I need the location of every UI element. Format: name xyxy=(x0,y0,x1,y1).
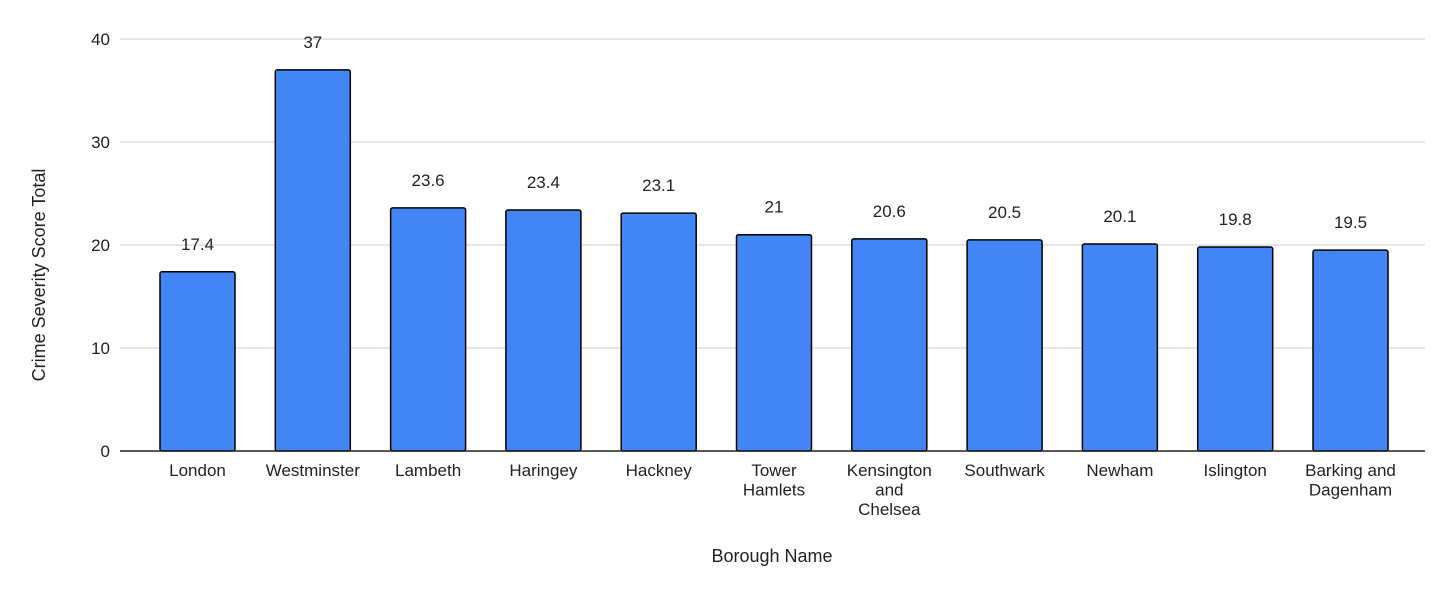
x-tick-label: Lambeth xyxy=(395,461,461,480)
data-label: 19.5 xyxy=(1334,213,1367,232)
x-tick-label: Islington xyxy=(1204,461,1267,480)
x-tick-label: Barking and Dagenham xyxy=(1305,461,1396,500)
y-axis-title: Crime Severity Score Total xyxy=(29,169,49,382)
data-label: 17.4 xyxy=(181,235,214,254)
data-labels: 17.4 37 23.6 23.4 23.1 21 20.6 20.5 20.1 19.8 19.5 xyxy=(181,33,1367,254)
bar xyxy=(1196,246,1274,452)
data-label: 20.5 xyxy=(988,203,1021,222)
bar xyxy=(620,212,697,452)
bar xyxy=(966,239,1043,452)
bars xyxy=(159,69,1389,452)
x-tick-label: Westminster xyxy=(266,461,360,480)
y-tick-label: 40 xyxy=(91,30,110,49)
y-tick-label: 20 xyxy=(91,236,110,255)
bar xyxy=(1312,249,1389,452)
data-label: 20.6 xyxy=(873,202,906,221)
x-tick-label: London xyxy=(169,461,226,480)
bar xyxy=(389,207,467,452)
bar xyxy=(159,271,236,452)
x-axis-title: Borough Name xyxy=(711,546,832,566)
data-label: 19.8 xyxy=(1219,210,1252,229)
x-tick-label: Newham xyxy=(1086,461,1153,480)
data-label: 21 xyxy=(765,198,784,217)
bar xyxy=(274,69,352,452)
data-label: 23.1 xyxy=(642,176,675,195)
y-tick-label: 0 xyxy=(101,442,110,461)
data-label: 20.1 xyxy=(1103,207,1136,226)
bar xyxy=(735,233,813,452)
x-axis-labels: London Westminster Lambeth Haringey Hackney T… xyxy=(169,461,1396,519)
y-tick-label: 30 xyxy=(91,133,110,152)
y-axis-ticks: 0 10 20 30 40 xyxy=(91,30,110,461)
data-label: 37 xyxy=(303,33,322,52)
bar xyxy=(851,238,928,452)
bar xyxy=(1081,243,1159,452)
data-label: 23.6 xyxy=(412,171,445,190)
x-tick-label: Southwark xyxy=(964,461,1045,480)
x-tick-label: Haringey xyxy=(509,461,578,480)
x-tick-label: Kensington and Chelsea xyxy=(847,461,932,519)
y-tick-label: 10 xyxy=(91,339,110,358)
x-tick-label: Tower Hamlets xyxy=(743,461,805,500)
x-tick-label: Hackney xyxy=(626,461,693,480)
bar xyxy=(505,209,582,452)
data-label: 23.4 xyxy=(527,173,560,192)
